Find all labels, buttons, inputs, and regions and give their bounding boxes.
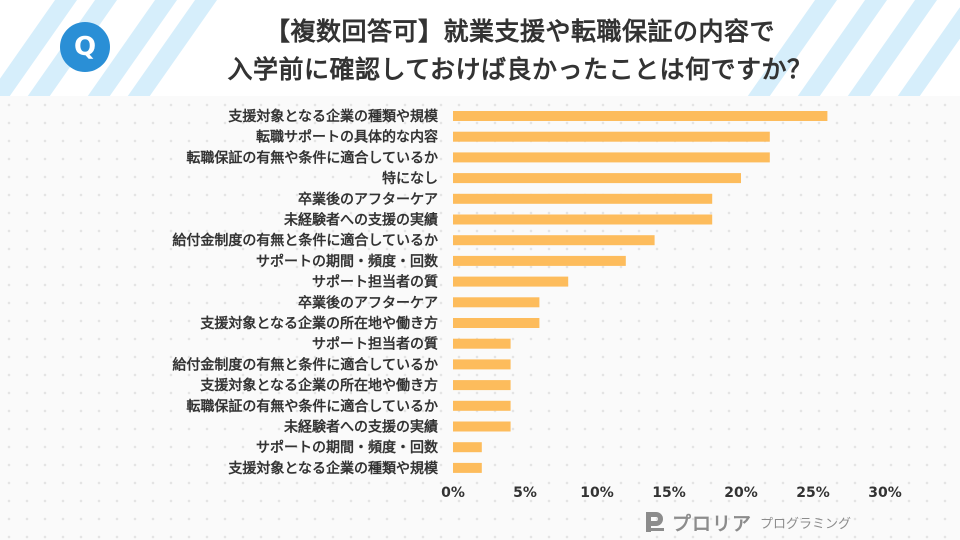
x-tick-label: 15% xyxy=(652,485,686,501)
bar xyxy=(453,173,741,184)
x-tick-label: 0% xyxy=(441,485,465,501)
bar xyxy=(453,318,540,328)
category-label: サポート担当者の質 xyxy=(312,274,438,291)
bar xyxy=(453,235,655,246)
bar xyxy=(453,131,770,142)
category-label: 卒業後のアフターケア xyxy=(298,294,438,311)
category-label: 支援対象となる企業の種類や規模 xyxy=(227,108,439,125)
bar xyxy=(453,193,713,204)
category-label: 給付金制度の有無と条件に適合しているか xyxy=(172,232,438,249)
category-label: 支援対象となる企業の種類や規模 xyxy=(227,460,439,477)
bar xyxy=(453,111,828,121)
question-badge-icon: Q xyxy=(60,22,110,72)
category-label: 転職サポートの具体的な内容 xyxy=(256,129,438,146)
category-label: 支援対象となる企業の所在地や働き方 xyxy=(199,377,438,394)
proria-p-icon xyxy=(646,512,664,532)
x-tick-label: 25% xyxy=(796,485,830,501)
category-label: 未経験者への支援の実績 xyxy=(284,212,438,229)
bar xyxy=(453,255,626,266)
category-label: 給付金制度の有無と条件に適合しているか xyxy=(172,356,438,373)
x-tick-label: 30% xyxy=(868,485,902,501)
brand-logo: プロリア プログラミング xyxy=(642,508,851,536)
bar xyxy=(453,152,770,163)
category-label: 転職保証の有無や条件に適合しているか xyxy=(186,149,438,166)
category-label: サポート担当者の質 xyxy=(312,336,438,353)
x-tick-label: 20% xyxy=(724,485,758,501)
category-label: サポートの期間・頻度・回数 xyxy=(256,253,439,270)
chart-title-line-2: 入学前に確認しておけば良かったことは何ですか？ xyxy=(227,55,813,84)
bar xyxy=(453,380,511,391)
bar xyxy=(453,462,482,473)
bar xyxy=(453,338,511,349)
bar xyxy=(453,421,511,432)
category-label: 転職保証の有無や条件に適合しているか xyxy=(186,398,438,415)
logo-text: プロリア xyxy=(672,512,753,535)
bar xyxy=(453,297,540,308)
category-label: 卒業後のアフターケア xyxy=(298,191,438,208)
category-label: 未経験者への支援の実績 xyxy=(284,419,438,436)
category-label: 支援対象となる企業の所在地や働き方 xyxy=(199,315,438,332)
x-tick-label: 10% xyxy=(580,485,614,501)
logo-subtext: プログラミング xyxy=(760,516,852,532)
chart-title-line-1: 【複数回答可】就業支援や転職保証の内容で xyxy=(264,17,775,46)
x-tick-label: 5% xyxy=(513,485,537,501)
category-label: 特になし xyxy=(382,170,438,187)
bar xyxy=(453,276,569,287)
bar xyxy=(453,400,511,411)
header: Q 【複数回答可】就業支援や転職保証の内容で 入学前に確認しておけば良かったこと… xyxy=(0,0,960,96)
bar xyxy=(453,442,482,453)
category-label: サポートの期間・頻度・回数 xyxy=(256,439,439,456)
bar xyxy=(453,359,511,370)
bar xyxy=(453,214,713,225)
